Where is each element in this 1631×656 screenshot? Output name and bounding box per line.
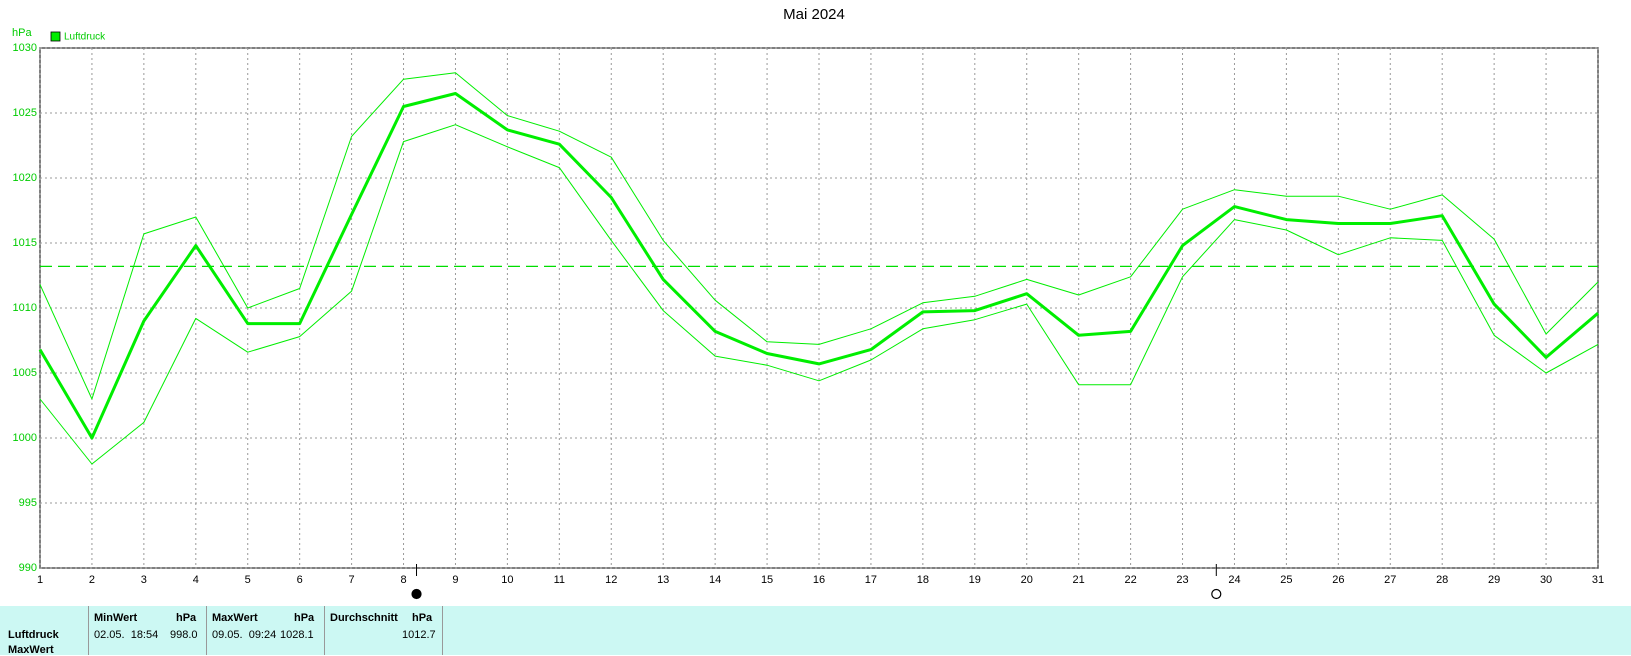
x-tick-label: 24	[1228, 574, 1240, 586]
data-line	[38, 92, 1599, 440]
x-tick-label: 6	[297, 574, 303, 586]
x-tick-label: 19	[969, 574, 981, 586]
legend-label: Luftdruck	[64, 32, 106, 43]
x-tick-label: 23	[1176, 574, 1188, 586]
x-tick-label: 15	[761, 574, 773, 586]
cell: 1012.7	[402, 629, 436, 641]
x-tick-label: 1	[37, 574, 43, 586]
x-tick-label: 25	[1280, 574, 1292, 586]
x-tick-label: 7	[349, 574, 355, 586]
y-tick-label: 995	[19, 497, 37, 509]
y-tick-label: 1030	[13, 42, 37, 54]
data-line	[39, 72, 1599, 400]
header: Durchschnitt	[330, 612, 398, 624]
x-tick-label: 21	[1073, 574, 1085, 586]
separator	[88, 606, 89, 655]
y-tick-label: 1000	[13, 432, 37, 444]
header: hPa	[176, 612, 197, 624]
header: MinWert	[94, 612, 138, 624]
x-tick-label: 5	[245, 574, 251, 586]
header: hPa	[412, 612, 433, 624]
cell: 998.0	[170, 629, 198, 641]
y-tick-label: 990	[19, 562, 37, 574]
data-line	[39, 124, 1599, 465]
x-tick-label: 9	[452, 574, 458, 586]
x-tick-label: 16	[813, 574, 825, 586]
chart-title: Mai 2024	[783, 6, 845, 23]
row-label: MaxWert	[8, 644, 54, 656]
x-tick-label: 11	[554, 574, 565, 586]
row-label: Luftdruck	[8, 629, 59, 641]
x-tick-label: 2	[89, 574, 95, 586]
separator	[206, 606, 207, 655]
x-tick-label: 27	[1384, 574, 1396, 586]
y-tick-label: 1005	[13, 367, 37, 379]
cell: 1028.1	[280, 629, 314, 641]
separator	[324, 606, 325, 655]
y-tick-label: 1020	[13, 172, 37, 184]
x-tick-label: 28	[1436, 574, 1448, 586]
header: MaxWert	[212, 612, 258, 624]
x-tick-label: 4	[193, 574, 199, 586]
x-tick-label: 18	[917, 574, 929, 586]
x-tick-label: 12	[605, 574, 617, 586]
x-tick-label: 20	[1021, 574, 1033, 586]
x-tick-label: 30	[1540, 574, 1552, 586]
moon-marker	[1211, 588, 1222, 600]
x-tick-label: 13	[657, 574, 669, 586]
x-tick-label: 31	[1592, 574, 1604, 586]
chart: Mai 2024 hPa Luftdruck 99099510001005101…	[12, 6, 1604, 600]
y-axis-label: hPa	[12, 27, 32, 39]
x-tick-label: 8	[400, 574, 406, 586]
header: hPa	[294, 612, 315, 624]
stats-table: MinWert hPa MaxWert hPa Durchschnitt hPa…	[0, 606, 1631, 656]
x-tick-label: 26	[1332, 574, 1344, 586]
x-tick-label: 14	[709, 574, 721, 586]
legend-swatch	[50, 31, 61, 42]
y-tick-label: 1015	[13, 237, 37, 249]
separator	[442, 606, 443, 655]
x-tick-label: 17	[865, 574, 877, 586]
cell: 02.05. 18:54	[94, 629, 159, 641]
x-tick-label: 10	[501, 574, 513, 586]
moon-marker	[411, 588, 422, 600]
x-tick-label: 3	[141, 574, 147, 586]
y-tick-label: 1025	[13, 107, 37, 119]
x-tick-label: 29	[1488, 574, 1500, 586]
y-tick-label: 1010	[13, 302, 37, 314]
cell: 09.05. 09:24	[212, 629, 277, 641]
x-tick-label: 22	[1124, 574, 1136, 586]
